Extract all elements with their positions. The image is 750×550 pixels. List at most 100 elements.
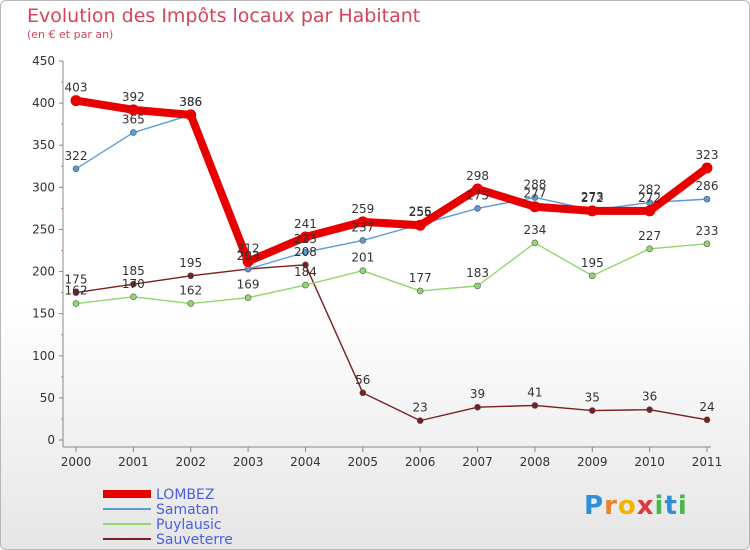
- data-point: [588, 407, 596, 414]
- data-point: [414, 219, 426, 231]
- proxiti-logo: Proxiti: [584, 491, 688, 521]
- data-label: 212: [237, 241, 260, 255]
- x-tick-label: 2001: [118, 455, 149, 469]
- data-point: [72, 300, 80, 307]
- data-point: [359, 267, 367, 275]
- logo-letter: t: [664, 491, 678, 521]
- data-label: 386: [179, 95, 202, 109]
- data-point: [187, 300, 195, 307]
- data-label: 365: [122, 113, 145, 127]
- x-tick-label: 2003: [233, 455, 264, 469]
- series-line-lombez: [72, 96, 711, 266]
- data-label: 195: [179, 256, 202, 270]
- data-point: [302, 248, 309, 256]
- logo-letter: i: [654, 491, 665, 521]
- legend-label-puylausic: Puylausic: [156, 517, 222, 533]
- data-point: [130, 280, 137, 288]
- y-tick-label: 100: [32, 349, 55, 363]
- data-point: [646, 245, 653, 253]
- y-tick-label: 250: [32, 222, 55, 236]
- data-label: 272: [638, 191, 661, 205]
- data-point: [529, 201, 541, 213]
- data-point: [472, 183, 484, 195]
- logo-letter: P: [584, 491, 605, 521]
- y-tick-label: 400: [32, 96, 55, 110]
- chart-title: Evolution des Impôts locaux par Habitant: [27, 5, 421, 27]
- data-point: [416, 417, 424, 424]
- data-label: 162: [179, 284, 202, 298]
- data-point: [242, 255, 254, 267]
- data-label: 275: [466, 188, 489, 202]
- data-point: [703, 240, 711, 248]
- data-label: 183: [466, 266, 489, 280]
- logo-letter: o: [617, 491, 637, 521]
- data-label: 288: [523, 177, 546, 191]
- y-tick-label: 50: [40, 391, 55, 405]
- data-label: 277: [523, 187, 546, 201]
- data-label: 195: [581, 256, 604, 270]
- x-tick-label: 2002: [175, 455, 206, 469]
- series-line-puylausic: [75, 242, 708, 305]
- data-label: 185: [122, 264, 145, 278]
- x-tick-label: 2006: [405, 455, 436, 469]
- data-label: 35: [585, 391, 600, 405]
- legend-label-sauveterre: Sauveterre: [156, 532, 233, 548]
- data-point: [70, 95, 82, 107]
- data-label: 175: [65, 273, 88, 287]
- data-point: [586, 205, 598, 217]
- data-label: 169: [237, 278, 260, 292]
- data-point: [531, 194, 539, 201]
- data-point: [474, 403, 481, 411]
- x-tick-label: 2007: [462, 455, 493, 469]
- data-point: [72, 165, 80, 173]
- data-label: 208: [294, 245, 317, 259]
- data-label: 392: [122, 90, 145, 104]
- y-tick-label: 150: [32, 307, 55, 321]
- legend-label-samatan: Samatan: [156, 502, 219, 518]
- data-label: 323: [696, 148, 719, 162]
- data-point: [531, 402, 539, 409]
- data-label: 227: [638, 229, 661, 243]
- data-label: 162: [65, 284, 88, 298]
- data-point: [644, 205, 656, 217]
- y-tick-label: 350: [32, 138, 55, 152]
- data-label: 237: [351, 220, 374, 234]
- data-point: [72, 289, 80, 296]
- data-point: [416, 287, 424, 295]
- data-label: 403: [65, 81, 88, 95]
- x-tick-label: 2000: [61, 455, 92, 469]
- data-label: 322: [65, 149, 88, 163]
- x-tick-label: 2008: [520, 455, 551, 469]
- data-point: [646, 406, 653, 413]
- data-point: [302, 261, 309, 269]
- data-label: 272: [581, 191, 604, 205]
- data-label: 386: [179, 95, 202, 109]
- data-point: [244, 294, 252, 301]
- data-point: [474, 282, 481, 290]
- data-label: 233: [696, 224, 719, 238]
- data-point: [127, 104, 139, 116]
- legend-label-lombez: LOMBEZ: [156, 487, 214, 503]
- data-point: [302, 281, 309, 289]
- data-label: 39: [470, 387, 485, 401]
- data-point: [474, 205, 481, 212]
- data-point: [359, 389, 367, 397]
- data-point: [299, 231, 311, 243]
- data-label: 201: [351, 251, 374, 265]
- data-label: 241: [294, 217, 317, 231]
- x-tick-label: 2010: [634, 455, 665, 469]
- data-point: [701, 162, 713, 174]
- data-point: [130, 129, 137, 136]
- data-label: 23: [413, 401, 428, 415]
- x-tick-label: 2004: [290, 455, 321, 469]
- data-label: 203: [237, 249, 260, 263]
- series-line-sauveterre: [75, 264, 708, 422]
- data-label: 298: [466, 169, 489, 183]
- data-label: 234: [523, 223, 546, 237]
- data-point: [703, 195, 711, 203]
- data-point: [531, 239, 539, 247]
- data-label: 203: [237, 249, 260, 263]
- data-point: [359, 237, 367, 244]
- data-label: 36: [642, 390, 657, 404]
- logo-letter: r: [604, 491, 618, 521]
